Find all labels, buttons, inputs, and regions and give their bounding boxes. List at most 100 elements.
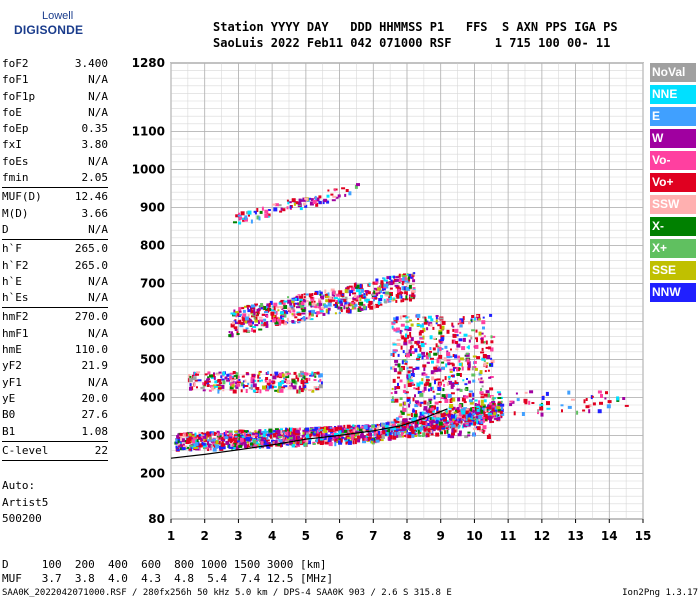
data-point [493,412,497,416]
data-point [407,316,410,319]
data-point [275,317,278,320]
data-point [422,424,425,427]
data-point [430,413,433,416]
data-point [400,411,405,415]
data-point [206,431,209,435]
data-point [464,395,469,399]
data-point [263,321,267,326]
data-point [277,388,281,393]
data-point [451,363,455,367]
data-point [277,204,282,207]
software-version: Ion2Png 1.3.17 [622,588,698,598]
data-point [340,302,344,307]
data-point [467,380,471,384]
data-point [237,312,240,317]
data-point [344,289,348,293]
data-point [483,399,487,403]
param-row: foE N/A [2,105,108,121]
data-point [407,383,412,387]
data-point [247,305,249,310]
data-point [407,374,411,379]
data-point [476,405,481,410]
data-point [455,422,458,427]
data-point [189,375,192,378]
data-point [231,380,235,384]
y-tick-label: 80 [148,512,165,526]
data-point [588,404,592,408]
data-point [447,362,451,366]
data-point [441,320,446,325]
data-point [181,444,184,449]
data-point [409,421,413,426]
data-point [315,388,320,391]
data-point [402,315,407,318]
data-point [306,432,310,435]
data-point [458,430,462,434]
data-point [413,272,416,275]
data-point [261,431,266,436]
data-point [314,426,319,431]
data-point [198,437,203,440]
data-point [481,407,486,411]
data-point [414,427,417,430]
data-point [444,345,448,349]
data-point [485,364,488,368]
data-point [423,373,428,376]
x-tick-label: 6 [335,529,343,543]
param-key: fxI [2,138,22,152]
data-point [414,423,419,428]
legend-item-nnw: NNW [650,283,696,302]
data-point [284,429,287,432]
data-point [436,385,440,389]
data-point [225,440,230,445]
data-point [317,439,322,444]
data-point [273,430,277,433]
data-point [259,319,263,322]
data-point [254,319,259,323]
data-point [391,424,395,429]
data-point [433,352,438,356]
data-point [310,296,315,301]
lowell-digisonde-logo: Lowell DIGISONDE [4,10,83,50]
data-point [472,397,475,400]
data-point [624,404,629,407]
data-point [236,430,240,433]
data-point [314,431,317,434]
data-point [382,432,386,435]
data-point [293,428,297,432]
data-point [497,397,502,399]
data-point [449,370,453,373]
data-point [334,304,337,308]
data-point [407,434,412,439]
data-point [385,433,388,436]
data-point [181,447,186,451]
param-key: h`F2 [2,258,29,272]
data-point [295,430,300,433]
data-point [250,438,253,441]
data-point [351,302,355,305]
data-point [383,284,388,288]
data-point [242,313,247,318]
param-value: N/A [88,291,108,305]
data-point [456,407,460,410]
data-point [515,392,518,395]
param-key: h`F [2,242,22,256]
data-point [322,200,325,205]
data-point [426,361,430,364]
data-point [365,428,369,431]
data-point [343,305,346,310]
data-point [393,328,398,332]
data-point [217,387,222,390]
data-point [359,428,363,432]
data-point [332,195,337,198]
data-point [460,420,463,424]
data-point [277,444,281,447]
data-point [270,441,273,444]
data-point [468,409,473,414]
data-point [399,426,403,431]
param-key: yE [2,391,16,405]
data-point [444,376,447,381]
data-point [362,429,366,431]
data-point [395,316,399,321]
data-point [194,437,198,440]
